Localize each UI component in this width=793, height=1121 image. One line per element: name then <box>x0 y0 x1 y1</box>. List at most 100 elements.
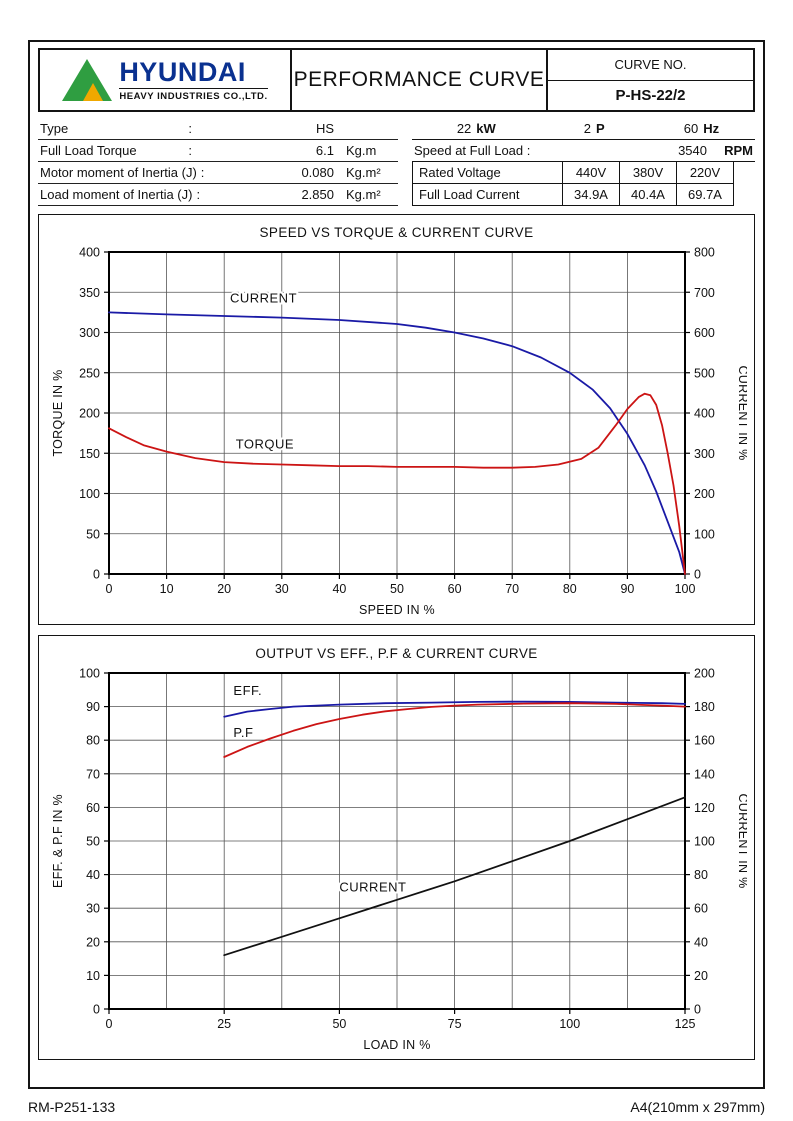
page-title: PERFORMANCE CURVE <box>292 50 548 110</box>
tick-label: 100 <box>79 487 100 501</box>
tick-label: 20 <box>86 935 100 949</box>
spec-label-text: Load moment of Inertia (J) <box>40 187 193 202</box>
brand-subtitle: HEAVY INDUSTRIES CO.,LTD. <box>119 90 268 102</box>
chart2-title: OUTPUT VS EFF., P.F & CURRENT CURVE <box>255 646 538 661</box>
tick-label: 50 <box>86 835 100 849</box>
tick-label: 300 <box>79 326 100 340</box>
tick-label: 90 <box>620 582 634 596</box>
spec-row-type: Type: HS <box>38 118 398 140</box>
tick-label: 90 <box>86 700 100 714</box>
header: HYUNDAI HEAVY INDUSTRIES CO.,LTD. PERFOR… <box>38 48 755 112</box>
tick-label: 40 <box>332 582 346 596</box>
tick-label: 10 <box>86 969 100 983</box>
spec-unit: Kg.m² <box>346 187 381 202</box>
voltage-current-table: Rated Voltage 440V 380V 220V Full Load C… <box>412 162 734 206</box>
voltage-440: 440V <box>563 162 620 184</box>
series-line-eff- <box>222 700 686 718</box>
voltage-220: 220V <box>677 162 734 184</box>
tick-label: 60 <box>447 582 461 596</box>
spec-label-text: Full Load Torque <box>40 143 137 158</box>
tick-label: 70 <box>505 582 519 596</box>
tick-label: 120 <box>694 801 715 815</box>
right-axis-title: CURRENT IN % <box>736 365 747 460</box>
tick-label: 80 <box>86 734 100 748</box>
series-label: TORQUE <box>235 436 293 451</box>
rating-frequency: 60 Hz <box>648 121 755 136</box>
spec-label: Motor moment of Inertia (J): <box>40 165 204 180</box>
spec-section: Type: HS Full Load Torque: 6.1 Kg.m Moto… <box>38 118 755 206</box>
x-axis-title: SPEED IN % <box>359 603 435 617</box>
spec-row-full-load-torque: Full Load Torque: 6.1 Kg.m <box>38 140 398 162</box>
tick-label: 60 <box>694 902 708 916</box>
tick-label: 0 <box>694 568 701 582</box>
tick-label: 30 <box>274 582 288 596</box>
current-380: 40.4A <box>620 184 677 206</box>
tick-label: 140 <box>694 767 715 781</box>
current-440: 34.9A <box>563 184 620 206</box>
tick-label: 100 <box>694 527 715 541</box>
right-axis-title: CURRENT IN % <box>736 793 747 888</box>
tick-label: 500 <box>694 366 715 380</box>
tick-label: 250 <box>79 366 100 380</box>
spec-value: 2.850 <box>301 187 334 202</box>
rating-value: 60 <box>683 121 699 136</box>
document-number: RM-P251-133 <box>28 1099 116 1115</box>
rating-unit: Hz <box>703 121 720 136</box>
tick-label: 60 <box>86 801 100 815</box>
spec-unit: Kg.m <box>346 143 377 158</box>
tick-label: 350 <box>79 286 100 300</box>
tick-label: 50 <box>86 527 100 541</box>
tick-label: 180 <box>694 700 715 714</box>
series-line-torque <box>107 392 686 575</box>
spec-value: 0.080 <box>301 165 334 180</box>
curve-no-block: CURVE NO. P-HS-22/2 <box>548 50 753 110</box>
tick-label: 75 <box>447 1017 461 1031</box>
spec-colon: : <box>188 121 192 136</box>
chart1-title: SPEED VS TORQUE & CURRENT CURVE <box>259 225 534 240</box>
spec-row-load-inertia: Load moment of Inertia (J): 2.850 Kg.m² <box>38 184 398 206</box>
spec-row-motor-inertia: Motor moment of Inertia (J): 0.080 Kg.m² <box>38 162 398 184</box>
spec-unit: Kg.m² <box>346 165 381 180</box>
tick-label: 200 <box>694 667 715 681</box>
tick-label: 0 <box>93 1003 100 1017</box>
tick-label: 70 <box>86 767 100 781</box>
logo-gold-triangle <box>83 83 104 101</box>
left-axis-title: TORQUE IN % <box>51 369 65 456</box>
spec-label-text: Type <box>40 121 69 136</box>
footer: RM-P251-133 A4(210mm x 297mm) <box>28 1099 765 1115</box>
tick-label: 10 <box>159 582 173 596</box>
spec-label: Full Load Torque: <box>40 143 192 158</box>
tick-label: 25 <box>217 1017 231 1031</box>
tick-label: 100 <box>559 1017 580 1031</box>
spec-label: Type: <box>40 121 192 136</box>
voltage-380: 380V <box>620 162 677 184</box>
tick-label: 40 <box>694 935 708 949</box>
series-label: CURRENT <box>229 291 296 306</box>
tick-label: 150 <box>79 447 100 461</box>
spec-colon: : <box>188 143 192 158</box>
series-line-current <box>107 311 686 575</box>
speed-label: Speed at Full Load : <box>414 143 531 158</box>
logo-row: HYUNDAI HEAVY INDUSTRIES CO.,LTD. <box>62 58 268 102</box>
curve-no-label: CURVE NO. <box>548 50 753 81</box>
spec-table-left: Type: HS Full Load Torque: 6.1 Kg.m Moto… <box>38 118 398 206</box>
full-load-current-label: Full Load Current <box>413 184 563 206</box>
tick-label: 200 <box>694 487 715 501</box>
speed-row: Speed at Full Load : 3540 RPM <box>412 140 755 162</box>
rating-unit: kW <box>476 121 496 136</box>
speed-torque-current-chart: 0 10 20 30 40 50 60 70 80 90 100050100150200250300… <box>51 246 747 618</box>
left-axis-title: EFF. & P.F IN % <box>51 794 65 888</box>
tick-label: 30 <box>86 902 100 916</box>
curve-no-value: P-HS-22/2 <box>615 86 686 104</box>
tick-label: 200 <box>79 407 100 421</box>
hyundai-triangle-logo-icon <box>62 59 113 101</box>
tick-label: 800 <box>694 246 715 260</box>
spec-value: 6.1 <box>315 143 334 158</box>
tick-label: 100 <box>674 582 695 596</box>
tick-label: 100 <box>79 667 100 681</box>
speed-torque-current-chart-box: SPEED VS TORQUE & CURRENT CURVE 0 10 20 30 4… <box>38 214 755 625</box>
